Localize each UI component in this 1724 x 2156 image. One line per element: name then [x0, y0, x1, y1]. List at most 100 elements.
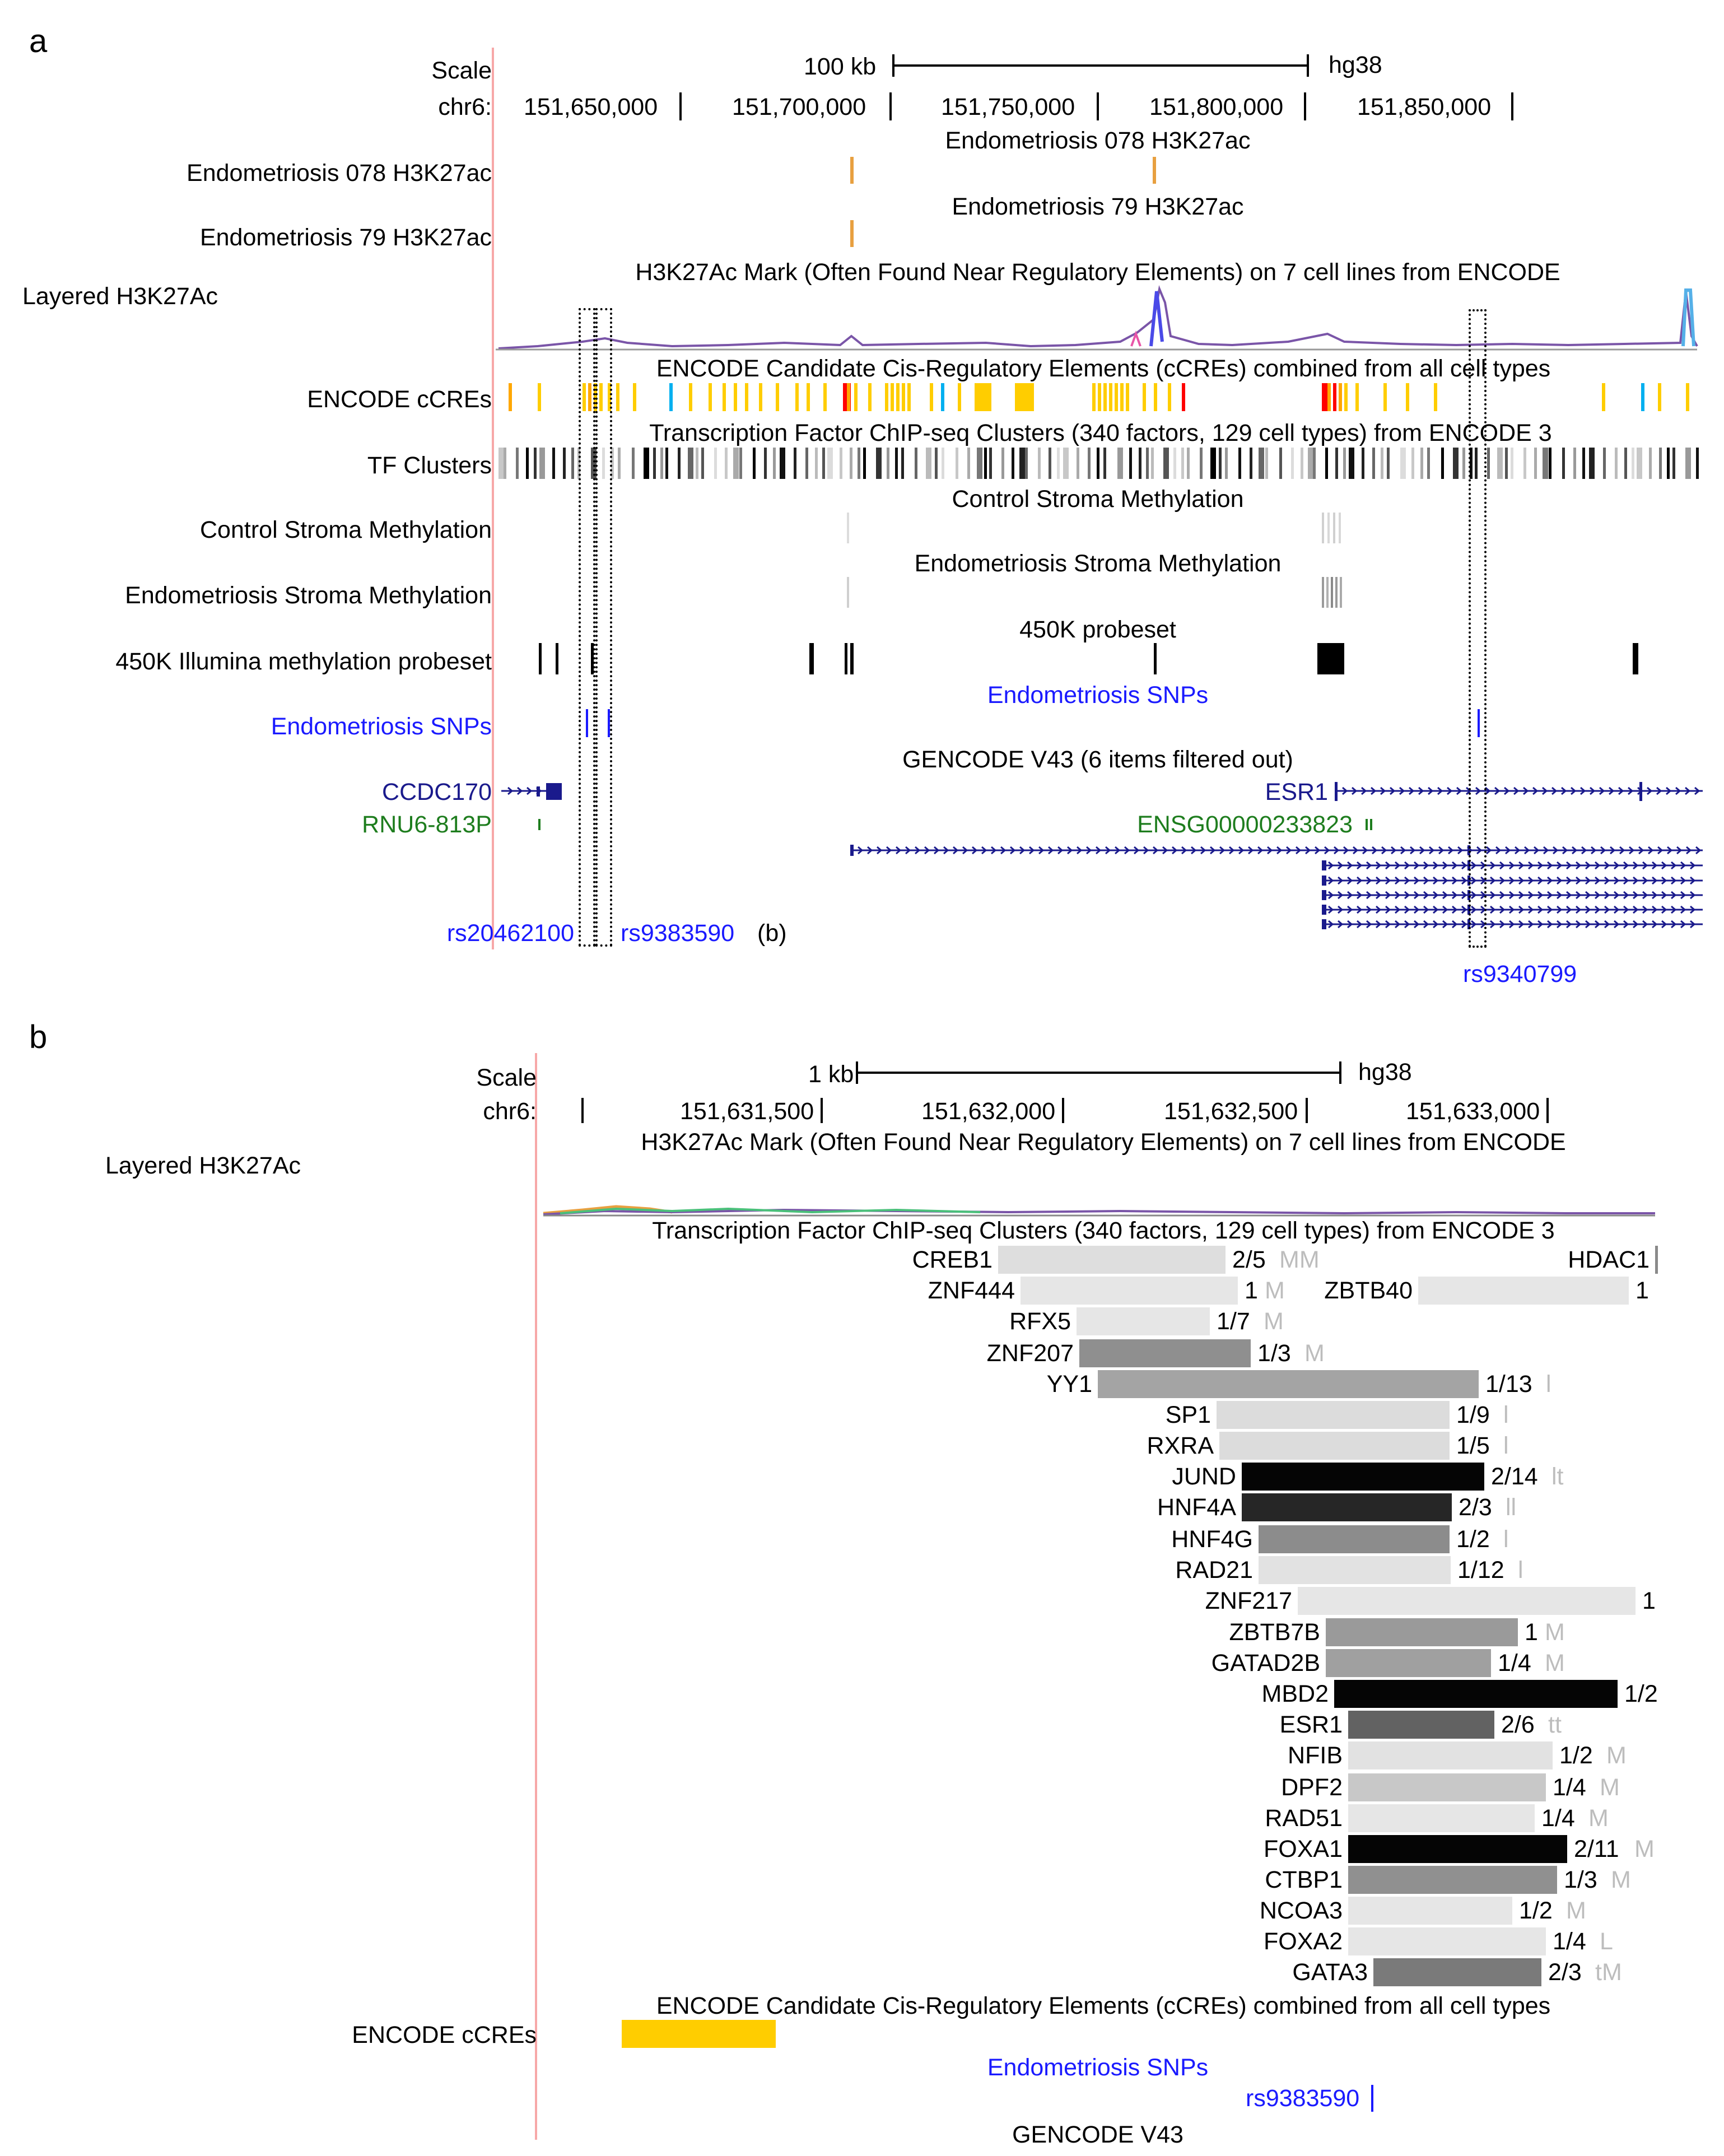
ccres-track-label[interactable]: ENCODE cCREs [307, 386, 492, 413]
gene-ensg[interactable]: ENSG00000233823 [1137, 811, 1353, 838]
snps-track-label[interactable]: Endometriosis SNPs [271, 713, 492, 740]
snp-label-rs9340799[interactable]: rs9340799 [1463, 961, 1577, 988]
endo078-track-label[interactable]: Endometriosis 078 H3K27ac [187, 160, 492, 187]
tf-factor-bar[interactable] [1373, 1958, 1541, 1986]
strand-arrow [1661, 905, 1667, 914]
gene-mark [538, 819, 541, 830]
ccre-mark [1383, 383, 1387, 411]
tf-cluster-mark [1019, 448, 1025, 479]
strand-arrow [1400, 846, 1406, 855]
tf-factor-bar[interactable] [1334, 1680, 1618, 1708]
tf-factor-bar[interactable] [1242, 1493, 1452, 1521]
tf-factor-name: SP1 [1165, 1401, 1211, 1428]
tf-cluster-mark [1562, 448, 1565, 479]
strand-arrow [1509, 861, 1515, 870]
ccres-track-label[interactable]: ENCODE cCREs [352, 2022, 537, 2048]
tf-factor-bar[interactable] [1418, 1277, 1629, 1305]
tf-cluster-mark [1238, 448, 1241, 479]
tf-factor-bar[interactable] [1242, 1463, 1484, 1491]
tf-factor-bar[interactable] [1077, 1307, 1210, 1335]
tf-factor-bar[interactable] [1021, 1277, 1238, 1305]
h3k27ac-track-label[interactable]: Layered H3K27Ac [22, 283, 218, 310]
strand-arrow [1585, 905, 1591, 914]
strand-arrow [877, 846, 883, 855]
gene-esr1[interactable]: ESR1 [1265, 779, 1328, 805]
ccre-mark [1686, 383, 1689, 411]
ccre-mark [1103, 383, 1107, 411]
tf-cluster-mark [1349, 448, 1354, 479]
tf-cluster-mark [780, 448, 785, 479]
tf-factor-bar[interactable] [1348, 1773, 1546, 1801]
strand-arrow [1652, 905, 1658, 914]
gene-ccdc170[interactable]: CCDC170 [382, 779, 492, 805]
strand-arrow [1457, 846, 1464, 855]
strand-arrow [1433, 861, 1439, 870]
tf-factor-bar[interactable] [1298, 1587, 1636, 1615]
tf-factor-score: 1 [1525, 1621, 1538, 1645]
tf-factor-bar[interactable] [1655, 1246, 1658, 1274]
tf-cluster-mark [1103, 448, 1106, 479]
strand-arrow [1537, 891, 1544, 900]
tf-factor-bar[interactable] [1348, 1804, 1535, 1832]
tf-cluster-mark [1088, 448, 1091, 479]
snp-label-suffix: (b) [757, 920, 787, 947]
h3k27ac-track-label[interactable]: Layered H3K27Ac [105, 1152, 301, 1179]
probeset-track-label[interactable]: 450K Illumina methylation probeset [115, 648, 492, 675]
tf-factor-score: 1/2 [1624, 1682, 1658, 1706]
gencode-track-title: GENCODE V43 [1012, 2121, 1183, 2148]
tf-track-label[interactable]: TF Clusters [367, 452, 492, 479]
tf-cluster-mark [1411, 448, 1414, 479]
snp-label-rs9383590[interactable]: rs9383590 [621, 920, 735, 947]
tf-factor-bar[interactable] [1219, 1432, 1450, 1460]
tf-factor-bar[interactable] [1259, 1525, 1450, 1553]
strand-arrow [1642, 861, 1648, 870]
position-tick-label: 151,632,000 [921, 1098, 1056, 1125]
scale-bar [581, 1061, 1549, 1123]
tf-factor-score: 2/6 [1501, 1713, 1535, 1737]
gene-models [501, 782, 1703, 929]
tf-factor-bar[interactable] [1217, 1401, 1450, 1429]
ccre-element[interactable] [622, 2020, 776, 2048]
tf-factor-bar[interactable] [1079, 1339, 1251, 1367]
strand-arrow [1671, 891, 1677, 900]
tf-factor-bar[interactable] [998, 1246, 1226, 1274]
gene-rnu6[interactable]: RNU6-813P [362, 811, 492, 838]
tf-factor-bar[interactable] [1259, 1556, 1451, 1584]
tf-cluster-mark [822, 448, 825, 479]
strand-arrow [1019, 846, 1026, 855]
strand-arrow [1595, 920, 1601, 929]
ccre-mark [1168, 383, 1171, 411]
endo79-track-label[interactable]: Endometriosis 79 H3K27ac [199, 224, 492, 251]
snp-rs9383590[interactable]: rs9383590 [1246, 2085, 1360, 2112]
strand-arrow [1276, 846, 1283, 855]
endo-meth-track-label[interactable]: Endometriosis Stroma Methylation [125, 582, 492, 609]
strand-arrow [1357, 876, 1363, 885]
strand-arrow [1376, 891, 1382, 900]
tf-factor-bar[interactable] [1348, 1741, 1553, 1769]
tf-factor-bar[interactable] [1326, 1618, 1518, 1646]
tf-cluster-mark [1001, 448, 1004, 479]
ccre-mark [847, 383, 850, 411]
strand-arrow [1385, 920, 1391, 929]
strand-arrow [1399, 786, 1405, 795]
snp-label-rs20462100[interactable]: rs20462100 [446, 920, 574, 947]
strand-arrow [1513, 786, 1520, 795]
tf-factor-bar[interactable] [1348, 1927, 1546, 1955]
tf-factor-name: ZNF207 [986, 1340, 1074, 1367]
tf-factor-bar[interactable] [1098, 1370, 1479, 1398]
tf-cluster-mark [665, 448, 668, 479]
tf-factor-bar[interactable] [1348, 1835, 1567, 1863]
strand-arrow [905, 846, 911, 855]
strand-arrow [1610, 846, 1616, 855]
tf-cluster-mark [1077, 448, 1079, 479]
tf-factor-bar[interactable] [1348, 1897, 1512, 1925]
panel-a-letter: a [29, 23, 48, 59]
ccre-mark [1333, 383, 1336, 411]
tf-cluster-mark [887, 448, 889, 479]
control-meth-track-label[interactable]: Control Stroma Methylation [200, 516, 492, 543]
tf-factor-bar[interactable] [1326, 1649, 1491, 1677]
strand-arrow [1661, 876, 1667, 885]
tf-factor-bar[interactable] [1348, 1711, 1494, 1739]
strand-arrow [1495, 846, 1502, 855]
tf-factor-bar[interactable] [1348, 1866, 1557, 1894]
